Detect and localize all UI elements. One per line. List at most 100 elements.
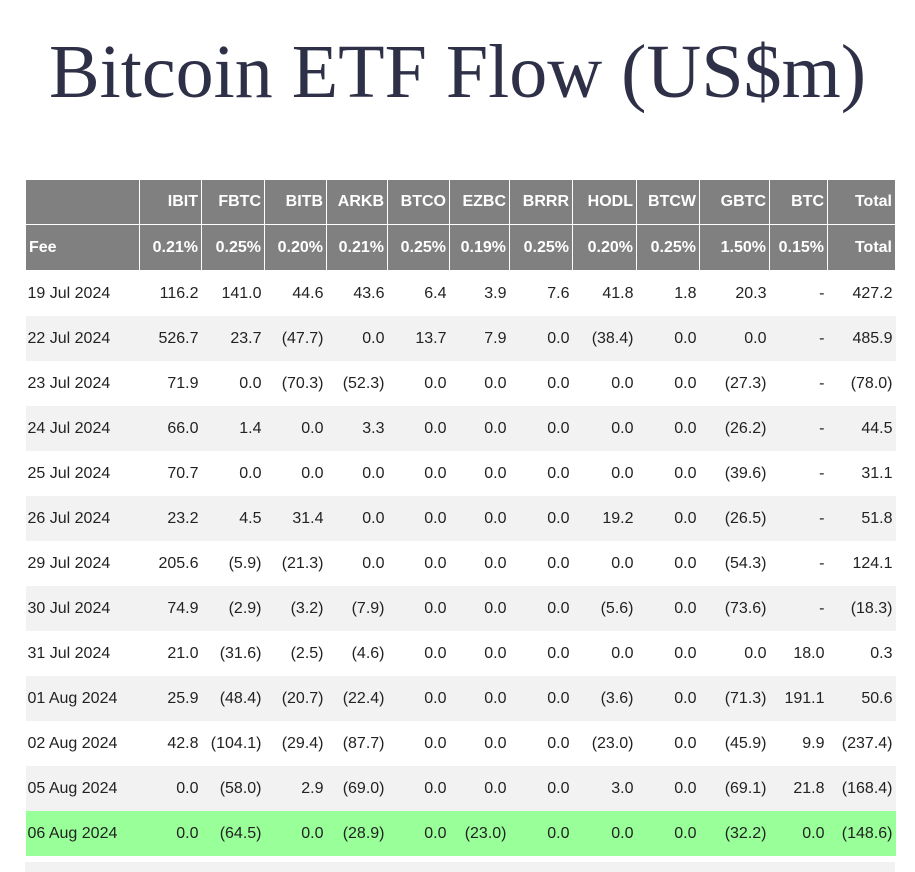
flow-cell: - bbox=[769, 451, 828, 496]
flow-cell: 4.5 bbox=[201, 496, 265, 541]
header-fee-cell: 0.19% bbox=[449, 224, 510, 271]
date-cell: 29 Jul 2024 bbox=[25, 541, 140, 586]
date-cell: 24 Jul 2024 bbox=[25, 406, 140, 451]
flow-cell: (27.3) bbox=[699, 361, 770, 406]
flow-cell: 0.0 bbox=[636, 406, 700, 451]
flow-cell: 0.0 bbox=[139, 811, 202, 856]
header-ticker-fbtc: FBTC bbox=[201, 180, 265, 225]
header-ticker-ezbc: EZBC bbox=[449, 180, 510, 225]
flow-cell: 0.3 bbox=[827, 631, 896, 676]
flow-cell: 0.0 bbox=[636, 766, 700, 811]
flow-cell: 0.0 bbox=[636, 631, 700, 676]
flow-cell: 0.0 bbox=[387, 586, 450, 631]
flow-cell: 0.0 bbox=[769, 811, 828, 856]
header-ticker-total: Total bbox=[827, 180, 896, 225]
flow-cell: (2.5) bbox=[264, 631, 327, 676]
flow-cell: (168.4) bbox=[827, 766, 896, 811]
flow-cell: 0.0 bbox=[509, 316, 573, 361]
flow-cell: (26.2) bbox=[699, 406, 770, 451]
flow-cell: (237.4) bbox=[827, 721, 896, 766]
flow-cell: 74.9 bbox=[139, 586, 202, 631]
header-ticker-btcw: BTCW bbox=[636, 180, 700, 225]
flow-cell: 0.0 bbox=[387, 676, 450, 721]
flow-cell: (28.9) bbox=[326, 811, 388, 856]
flow-cell: 0.0 bbox=[387, 496, 450, 541]
header-ticker-arkb: ARKB bbox=[326, 180, 388, 225]
flow-cell: 43.6 bbox=[326, 270, 388, 316]
header-ticker-gbtc: GBTC bbox=[699, 180, 770, 225]
flow-cell: 485.9 bbox=[827, 316, 896, 361]
header-fee-cell: 0.20% bbox=[572, 224, 637, 271]
flow-cell: 41.8 bbox=[572, 270, 637, 316]
header-fee-cell: 0.25% bbox=[201, 224, 265, 271]
flow-cell: 0.0 bbox=[572, 451, 637, 496]
date-cell: 25 Jul 2024 bbox=[25, 451, 140, 496]
flow-cell: - bbox=[769, 361, 828, 406]
flow-cell: 0.0 bbox=[387, 766, 450, 811]
flow-cell: (104.1) bbox=[201, 721, 265, 766]
header-fee-cell: 0.25% bbox=[509, 224, 573, 271]
flow-cell: 1.8 bbox=[636, 270, 700, 316]
flow-cell: (4.6) bbox=[326, 631, 388, 676]
flow-cell: - bbox=[769, 541, 828, 586]
flow-cell: (39.6) bbox=[699, 451, 770, 496]
flow-cell: (3.6) bbox=[572, 676, 637, 721]
header-fee-label: Fee bbox=[25, 224, 140, 271]
flow-cell: 0.0 bbox=[509, 631, 573, 676]
flow-cell: (87.7) bbox=[326, 721, 388, 766]
flow-cell: (23.0) bbox=[449, 811, 510, 856]
flow-cell: 31.1 bbox=[827, 451, 896, 496]
flow-cell: - bbox=[769, 270, 828, 316]
date-cell: 02 Aug 2024 bbox=[25, 721, 140, 766]
flow-cell: 0.0 bbox=[509, 406, 573, 451]
flow-cell: 0.0 bbox=[449, 766, 510, 811]
flow-cell: 0.0 bbox=[449, 451, 510, 496]
flow-cell: (29.4) bbox=[264, 721, 327, 766]
flow-cell: 0.0 bbox=[636, 676, 700, 721]
flow-cell: 0.0 bbox=[326, 316, 388, 361]
flow-cell: 205.6 bbox=[139, 541, 202, 586]
header-corner-cell bbox=[25, 180, 140, 225]
flow-cell: 0.0 bbox=[387, 721, 450, 766]
flow-cell: 21.8 bbox=[769, 766, 828, 811]
table-row: 24 Jul 2024 66.0 1.4 0.0 3.3 0.0 0.0 0.0 0.0 0.0(… bbox=[25, 406, 896, 451]
flow-cell: 0.0 bbox=[509, 676, 573, 721]
flow-cell: 0.0 bbox=[636, 316, 700, 361]
table-row: 22 Jul 2024 526.7 23.7 (47.7) 0.0 13.7 7.9 0.0(… bbox=[25, 316, 896, 361]
flow-cell: 0.0 bbox=[326, 496, 388, 541]
flow-cell: (7.9) bbox=[326, 586, 388, 631]
flow-cell: 124.1 bbox=[827, 541, 896, 586]
table-row: 02 Aug 2024 42.8 (104.1) (29.4) (87.7) 0.0 0.0… bbox=[25, 721, 896, 766]
flow-cell: - bbox=[769, 406, 828, 451]
header-fee-cell: 0.21% bbox=[326, 224, 388, 271]
flow-cell: 0.0 bbox=[449, 496, 510, 541]
flow-cell: (31.6) bbox=[201, 631, 265, 676]
flow-cell: 0.0 bbox=[509, 721, 573, 766]
table-row: 23 Jul 2024 71.9 0.0 (70.3) (52.3) 0.0 0.0 0.0 0… bbox=[25, 361, 896, 406]
header-fee-cell: 0.15% bbox=[769, 224, 828, 271]
flow-cell: 7.9 bbox=[449, 316, 510, 361]
flow-cell: (22.4) bbox=[326, 676, 388, 721]
date-cell: 06 Aug 2024 bbox=[25, 811, 140, 856]
flow-cell: 0.0 bbox=[509, 586, 573, 631]
table-continuation-strip bbox=[25, 862, 895, 872]
flow-cell: (3.2) bbox=[264, 586, 327, 631]
flow-cell: 0.0 bbox=[509, 496, 573, 541]
flow-cell: (78.0) bbox=[827, 361, 896, 406]
flow-cell: 0.0 bbox=[572, 811, 637, 856]
flow-cell: 0.0 bbox=[387, 541, 450, 586]
flow-cell: 25.9 bbox=[139, 676, 202, 721]
header-fee-cell: 0.25% bbox=[387, 224, 450, 271]
date-cell: 23 Jul 2024 bbox=[25, 361, 140, 406]
table-header: IBIT FBTC BITB ARKB BTCO EZBC BRRR HODL BTCW GBTC… bbox=[25, 180, 896, 271]
flow-cell: 71.9 bbox=[139, 361, 202, 406]
date-cell: 01 Aug 2024 bbox=[25, 676, 140, 721]
flow-cell: 0.0 bbox=[509, 766, 573, 811]
flow-cell: 0.0 bbox=[636, 361, 700, 406]
flow-cell: 0.0 bbox=[449, 676, 510, 721]
flow-cell: 0.0 bbox=[636, 541, 700, 586]
flow-cell: 0.0 bbox=[326, 451, 388, 496]
flow-cell: 0.0 bbox=[201, 361, 265, 406]
flow-cell: 0.0 bbox=[636, 496, 700, 541]
flow-cell: 0.0 bbox=[572, 541, 637, 586]
